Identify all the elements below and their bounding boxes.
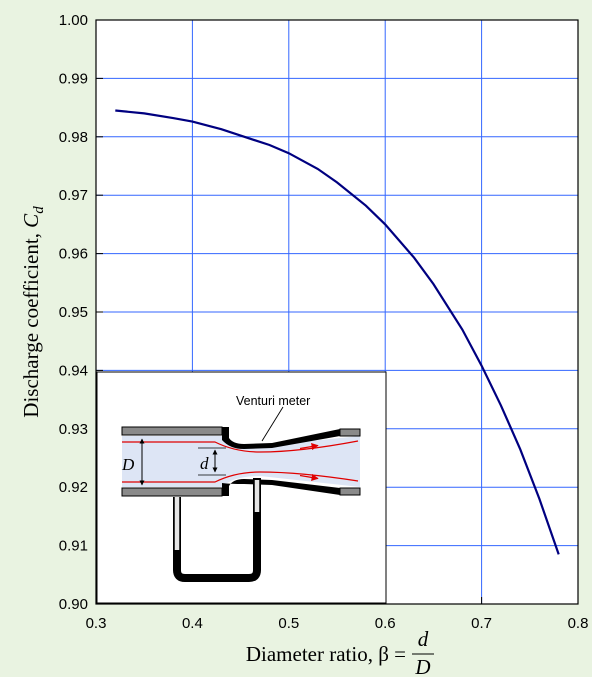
y-axis-title: Discharge coefficient, Cd bbox=[19, 206, 47, 418]
y-tick-label: 0.90 bbox=[59, 596, 88, 613]
plot-frame bbox=[95, 19, 579, 605]
x-axis-title-prefix: Diameter ratio, β = bbox=[246, 642, 406, 666]
venturi-upper-body bbox=[222, 427, 340, 449]
y-axis-title-subscript: d bbox=[31, 206, 47, 214]
inset-venturi-diagram: Venturi meter D d bbox=[96, 371, 387, 604]
upper-outlet-wall bbox=[339, 428, 361, 437]
x-tick-label: 0.7 bbox=[471, 615, 492, 632]
flow-arrow-lower bbox=[299, 473, 319, 481]
x-axis-title-denominator: D bbox=[414, 655, 430, 677]
x-axis-title-numerator: d bbox=[418, 627, 429, 651]
y-axis-title-symbol: C bbox=[19, 213, 43, 228]
inset-background bbox=[96, 371, 387, 604]
y-tick-label: 0.96 bbox=[59, 246, 88, 263]
streamline-upper bbox=[122, 440, 359, 453]
y-tick-label: 1.00 bbox=[59, 12, 88, 29]
series-line bbox=[115, 109, 560, 555]
y-tick-label: 0.97 bbox=[59, 187, 88, 204]
lower-outlet-wall bbox=[339, 487, 361, 496]
upper-pipe-wall bbox=[121, 426, 223, 436]
tick-labels: 0.3 0.4 0.5 0.6 0.7 0.8 0.90 0.91 0.92 0.93 0.94 0.… bbox=[59, 12, 589, 632]
x-tick-label: 0.5 bbox=[278, 615, 299, 632]
inset-label-d: d bbox=[200, 454, 209, 473]
x-tick-label: 0.8 bbox=[568, 615, 589, 632]
lower-pipe-wall bbox=[121, 487, 223, 497]
streamline-lower bbox=[122, 471, 359, 483]
y-tick-label: 0.92 bbox=[59, 479, 88, 496]
manometer-tube bbox=[173, 478, 261, 582]
x-tick-label: 0.6 bbox=[375, 615, 396, 632]
inset-label-D: D bbox=[121, 455, 135, 474]
x-tick-label: 0.3 bbox=[86, 615, 107, 632]
y-tick-label: 0.91 bbox=[59, 538, 88, 555]
y-tick-label: 0.98 bbox=[59, 129, 88, 146]
venturi-lower-body bbox=[222, 479, 340, 496]
venturi-label-leader bbox=[261, 406, 284, 442]
inset-label-venturi: Venturi meter bbox=[236, 394, 310, 408]
grid bbox=[96, 20, 578, 604]
flow-arrow-upper bbox=[299, 443, 319, 451]
x-tick-label: 0.4 bbox=[182, 615, 203, 632]
y-axis-title-main: Discharge coefficient, bbox=[19, 233, 43, 418]
y-tick-label: 0.99 bbox=[59, 70, 88, 87]
y-tick-label: 0.95 bbox=[59, 304, 88, 321]
y-tick-label: 0.93 bbox=[59, 421, 88, 438]
y-tick-label: 0.94 bbox=[59, 362, 88, 379]
